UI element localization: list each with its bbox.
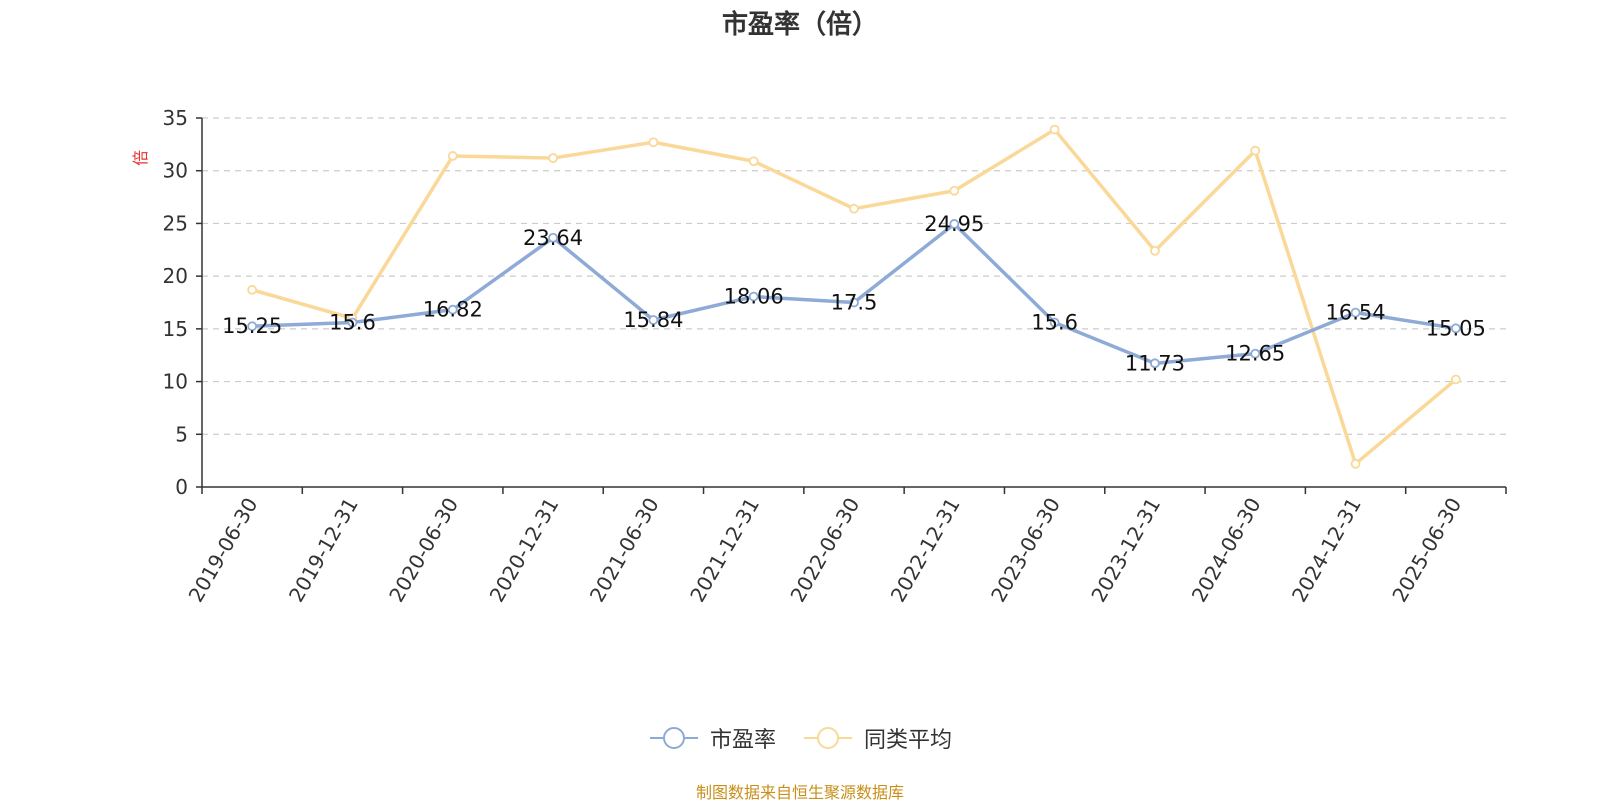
legend-item-peer-avg[interactable]: 同类平均 (802, 722, 952, 754)
legend-item-pe[interactable]: 市盈率 (648, 722, 776, 754)
data-point-peer-avg (1150, 245, 1160, 256)
x-tick-label: 2024-06-30 (1187, 494, 1266, 607)
x-tick-label: 2021-06-30 (585, 494, 664, 607)
data-point-peer-avg (548, 153, 558, 163)
data-point-peer-avg (949, 185, 960, 196)
data-label-pe: 23.64 (523, 226, 583, 250)
data-point-pe (748, 291, 759, 302)
data-label-pe: 16.54 (1325, 301, 1385, 325)
x-tick-label: 2023-06-30 (986, 494, 1065, 607)
legend: 市盈率 同类平均 (0, 722, 1600, 754)
y-tick-label: 10 (163, 370, 188, 394)
data-point-peer-avg (648, 137, 659, 148)
data-point-pe (1150, 358, 1160, 369)
x-tick-label: 2020-12-31 (485, 494, 564, 607)
data-label-pe: 15.84 (623, 308, 683, 332)
x-tick-label: 2023-12-31 (1086, 494, 1165, 607)
chart-title: 市盈率（倍） (721, 10, 878, 40)
data-label-pe: 15.6 (329, 311, 376, 335)
x-tick-label: 2025-06-30 (1387, 494, 1466, 607)
data-label-pe: 16.82 (423, 298, 483, 322)
data-point-peer-avg (1049, 124, 1060, 135)
x-tick-label: 2019-12-31 (284, 494, 363, 607)
data-point-peer-avg (1250, 145, 1261, 156)
data-point-pe (1250, 348, 1261, 359)
data-point-pe (1350, 307, 1361, 318)
data-label-pe: 18.06 (724, 285, 784, 309)
data-label-pe: 12.65 (1225, 342, 1285, 366)
data-point-pe (949, 219, 960, 229)
data-point-pe (247, 321, 258, 332)
x-tick-label: 2020-06-30 (384, 494, 463, 607)
y-tick-label: 20 (163, 264, 188, 288)
x-tick-label: 2021-12-31 (685, 494, 764, 607)
data-point-peer-avg (849, 203, 859, 214)
data-point-pe (1450, 323, 1461, 334)
data-labels: 15.25 15.6 16.82 23.64 15.84 18.06 17.5 24.95 15… (222, 212, 1486, 375)
data-point-pe (849, 297, 859, 308)
grid-lines (202, 117, 1506, 435)
axes: 0 5 10 15 20 25 30 35 倍 2019-06-30 2019-12-31 2020-… (131, 106, 1507, 607)
x-tick-label: 2019-06-30 (184, 494, 263, 607)
y-tick-label: 35 (163, 106, 188, 130)
legend-swatch-peer-avg-icon (804, 727, 852, 749)
y-tick-label: 5 (175, 422, 188, 446)
y-tick-label: 25 (163, 211, 188, 235)
data-point-pe (447, 304, 458, 315)
data-label-pe: 17.5 (831, 291, 878, 315)
x-tick-label: 2022-12-31 (886, 493, 965, 606)
data-point-peer-avg (748, 156, 759, 167)
source-note: 制图数据来自恒生聚源数据库 (695, 783, 904, 802)
legend-swatch-pe-icon (649, 727, 698, 749)
data-label-pe: 24.95 (924, 212, 984, 236)
x-tick-label: 2022-06-30 (785, 494, 864, 607)
data-point-peer-avg (447, 151, 458, 161)
y-axis-title: 倍 (131, 150, 150, 166)
data-point-peer-avg (247, 284, 258, 295)
series-lines (247, 124, 1461, 469)
data-point-pe (648, 315, 659, 325)
data-label-pe: 15.05 (1426, 316, 1486, 340)
data-label-pe: 15.25 (222, 314, 282, 338)
x-tick-label: 2024-12-31 (1287, 494, 1366, 607)
legend-label-pe: 市盈率 (709, 728, 776, 753)
data-point-pe (1049, 317, 1060, 328)
y-tick-label: 30 (163, 159, 188, 183)
data-point-pe (347, 317, 358, 328)
data-point-peer-avg (1350, 458, 1361, 469)
data-label-pe: 15.6 (1031, 311, 1078, 335)
y-tick-label: 15 (163, 317, 188, 341)
legend-label-peer-avg: 同类平均 (864, 728, 953, 753)
data-label-pe: 11.73 (1125, 351, 1185, 375)
data-point-peer-avg (1450, 374, 1461, 385)
y-tick-label: 0 (175, 475, 188, 499)
data-point-pe (548, 232, 558, 243)
